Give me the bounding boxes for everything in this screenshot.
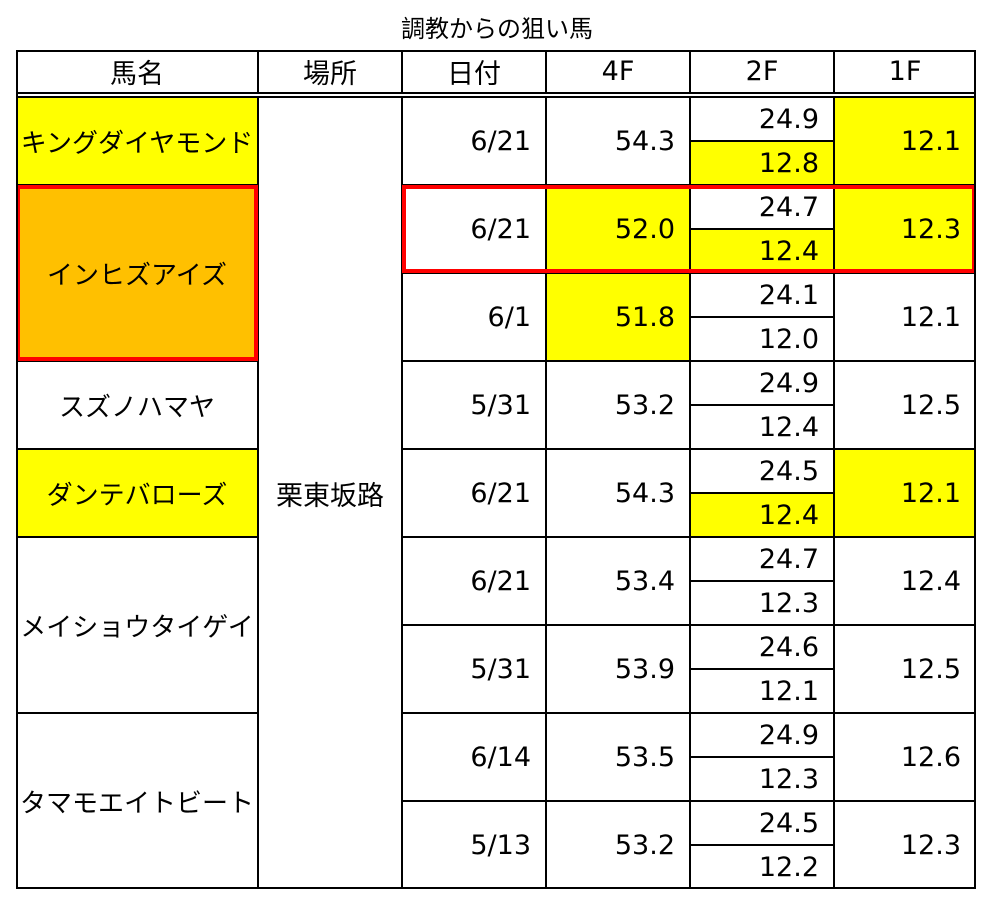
two-furlong-split-cell: 12.4 [690, 493, 834, 537]
horse-name-cell: ダンテバローズ [16, 449, 258, 537]
one-furlong-cell: 12.4 [834, 537, 976, 625]
two-furlong-split-cell: 12.2 [690, 845, 834, 889]
two-furlong-split-cell: 12.4 [690, 405, 834, 449]
two-furlong-split-cell: 12.3 [690, 757, 834, 801]
two-furlong-split-cell: 12.0 [690, 317, 834, 361]
one-furlong-cell: 12.5 [834, 625, 976, 713]
date-cell: 6/21 [402, 449, 546, 537]
horse-name-cell: インヒズアイズ [16, 185, 258, 361]
date-cell: 5/31 [402, 625, 546, 713]
header-4f: 4F [546, 50, 690, 93]
two-furlong-cell: 24.5 [690, 449, 834, 493]
four-furlong-cell: 53.4 [546, 537, 690, 625]
two-furlong-cell: 24.9 [690, 713, 834, 757]
two-furlong-split-cell: 12.3 [690, 581, 834, 625]
two-furlong-cell: 24.7 [690, 185, 834, 229]
four-furlong-cell: 54.3 [546, 449, 690, 537]
header-date: 日付 [402, 50, 546, 93]
two-furlong-split-cell: 12.1 [690, 669, 834, 713]
header-2f: 2F [690, 50, 834, 93]
date-cell: 6/21 [402, 537, 546, 625]
horse-name-cell: メイショウタイゲイ [16, 537, 258, 713]
four-furlong-cell: 52.0 [546, 185, 690, 273]
one-furlong-cell: 12.6 [834, 713, 976, 801]
one-furlong-cell: 12.3 [834, 185, 976, 273]
four-furlong-cell: 54.3 [546, 97, 690, 185]
date-cell: 5/13 [402, 801, 546, 889]
one-furlong-cell: 12.1 [834, 449, 976, 537]
four-furlong-cell: 51.8 [546, 273, 690, 361]
header-horse-name: 馬名 [16, 50, 258, 93]
date-cell: 6/14 [402, 713, 546, 801]
horse-name-cell: キングダイヤモンド [16, 97, 258, 185]
date-cell: 6/21 [402, 97, 546, 185]
two-furlong-cell: 24.6 [690, 625, 834, 669]
two-furlong-cell: 24.7 [690, 537, 834, 581]
four-furlong-cell: 53.9 [546, 625, 690, 713]
two-furlong-cell: 24.9 [690, 97, 834, 141]
one-furlong-cell: 12.5 [834, 361, 976, 449]
horse-name-cell: タマモエイトビート [16, 713, 258, 889]
four-furlong-cell: 53.5 [546, 713, 690, 801]
one-furlong-cell: 12.1 [834, 97, 976, 185]
two-furlong-split-cell: 12.4 [690, 229, 834, 273]
header-place: 場所 [258, 50, 402, 93]
two-furlong-cell: 24.1 [690, 273, 834, 317]
date-cell: 5/31 [402, 361, 546, 449]
table-title: 調教からの狙い馬 [401, 15, 593, 43]
date-cell: 6/1 [402, 273, 546, 361]
horse-name-cell: スズノハマヤ [16, 361, 258, 449]
two-furlong-split-cell: 12.8 [690, 141, 834, 185]
date-cell: 6/21 [402, 185, 546, 273]
four-furlong-cell: 53.2 [546, 361, 690, 449]
one-furlong-cell: 12.1 [834, 273, 976, 361]
two-furlong-cell: 24.5 [690, 801, 834, 845]
header-1f: 1F [834, 50, 976, 93]
one-furlong-cell: 12.3 [834, 801, 976, 889]
four-furlong-cell: 53.2 [546, 801, 690, 889]
two-furlong-cell: 24.9 [690, 361, 834, 405]
place-cell: 栗東坂路 [258, 97, 402, 889]
header-double-rule [16, 93, 976, 97]
